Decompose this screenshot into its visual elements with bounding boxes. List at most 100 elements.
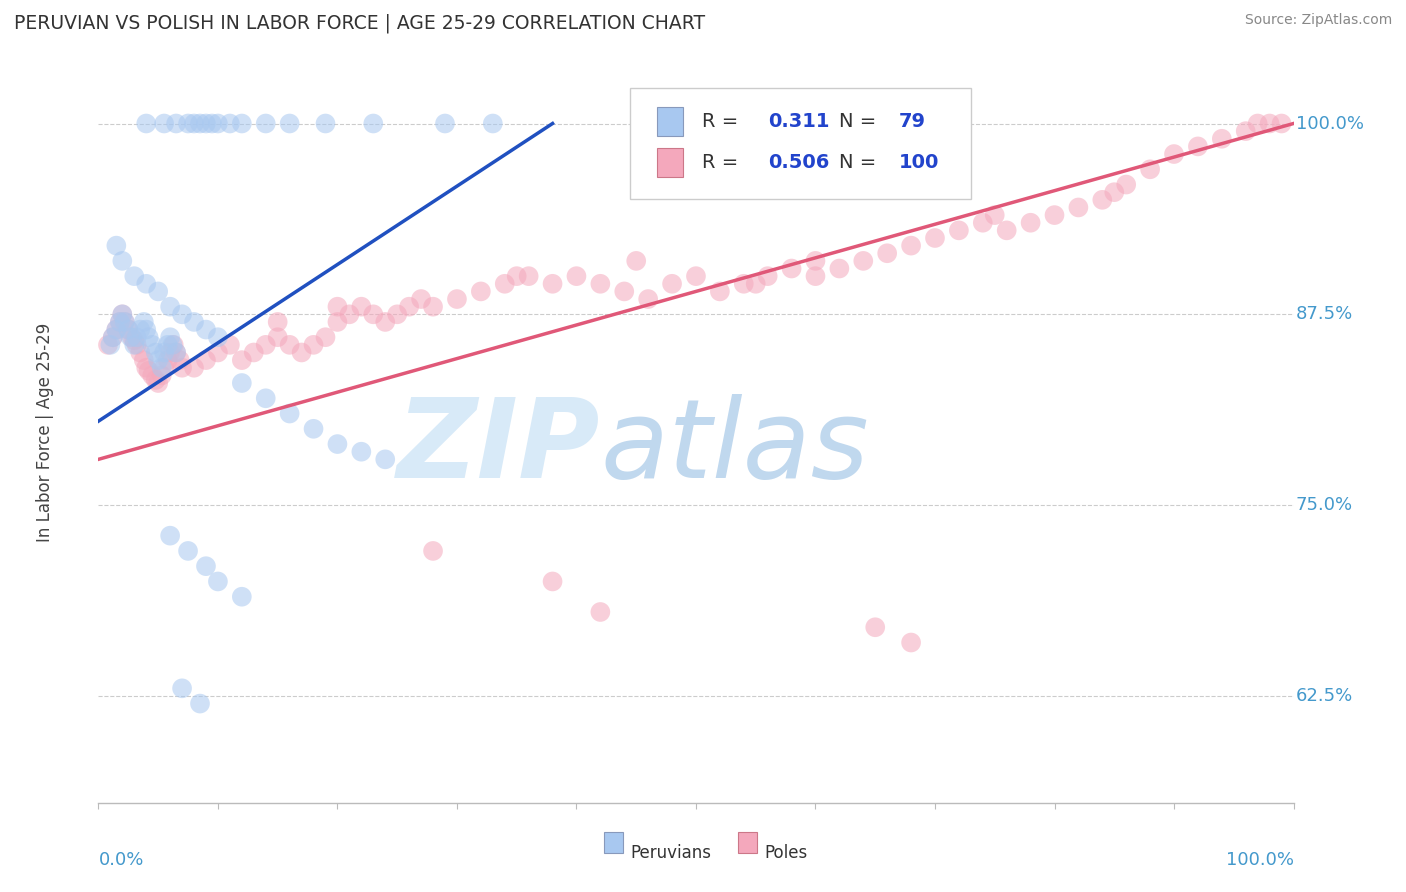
Point [172,360,194,375]
Point [254,338,277,352]
Text: PERUVIAN VS POLISH IN LABOR FORCE | AGE 25-29 CORRELATION CHART: PERUVIAN VS POLISH IN LABOR FORCE | AGE … [14,13,706,33]
Text: Peruvians: Peruvians [630,844,711,862]
Text: N =: N = [839,153,883,172]
Point [159,529,181,543]
Point [315,116,337,130]
Point [156,338,179,352]
Text: 0.506: 0.506 [768,153,830,172]
Point [231,353,253,368]
FancyBboxPatch shape [657,107,683,136]
Point [207,116,229,130]
Point [150,360,173,375]
Point [804,253,827,268]
Point [565,269,588,284]
Point [195,116,218,130]
Point [153,345,176,359]
Point [207,345,229,359]
Point [661,277,683,291]
Point [121,330,143,344]
Point [125,330,148,344]
Point [745,277,768,291]
Point [124,333,146,347]
Point [363,307,385,321]
Point [195,322,218,336]
Point [98,338,122,352]
Point [101,330,124,344]
Text: 100: 100 [900,153,939,172]
Point [97,338,120,352]
Point [162,338,184,352]
Point [1139,162,1161,177]
Point [219,338,242,352]
Point [339,307,361,321]
Point [135,277,157,291]
Point [374,315,396,329]
Point [124,269,146,284]
Point [207,574,229,589]
Point [207,330,229,344]
Point [159,345,181,359]
Point [105,322,128,336]
Point [101,330,124,344]
Point [105,238,128,252]
Point [1247,116,1270,130]
Point [183,360,205,375]
Point [231,376,253,390]
Text: Source: ZipAtlas.com: Source: ZipAtlas.com [1244,13,1392,28]
Point [188,697,211,711]
Point [231,116,253,130]
Point [267,315,290,329]
Point [350,444,373,458]
Point [172,681,194,696]
Point [363,116,385,130]
Point [315,330,337,344]
Point [219,116,242,130]
Point [153,360,176,375]
Text: 87.5%: 87.5% [1296,305,1353,323]
Text: 100.0%: 100.0% [1296,114,1364,133]
FancyBboxPatch shape [605,832,623,853]
Point [135,322,157,336]
Point [948,223,970,237]
Point [291,345,314,359]
Point [108,315,131,329]
Point [148,353,170,368]
Point [780,261,803,276]
Point [422,300,444,314]
FancyBboxPatch shape [657,147,683,178]
FancyBboxPatch shape [630,88,972,200]
Point [385,307,409,321]
Point [350,300,373,314]
Point [278,116,301,130]
Text: In Labor Force | Age 25-29: In Labor Force | Age 25-29 [35,323,53,542]
Point [865,620,887,634]
Point [138,364,160,378]
Point [165,345,187,359]
Point [326,315,349,329]
Point [177,544,200,558]
Point [494,277,516,291]
Point [267,330,290,344]
Point [132,315,155,329]
Text: 79: 79 [900,112,927,131]
Point [135,116,157,130]
Point [709,285,731,299]
Point [120,330,142,344]
Text: N =: N = [839,112,883,131]
Text: 0.311: 0.311 [768,112,830,131]
Point [1067,201,1090,215]
Point [972,216,994,230]
Point [1187,139,1209,153]
Point [165,116,187,130]
Point [517,269,540,284]
Point [541,277,564,291]
Point [1271,116,1294,130]
Point [613,285,636,299]
Point [1163,147,1185,161]
Point [756,269,779,284]
Point [1104,185,1126,199]
Point [231,590,253,604]
Point [254,116,277,130]
Point [1091,193,1114,207]
Point [1234,124,1257,138]
